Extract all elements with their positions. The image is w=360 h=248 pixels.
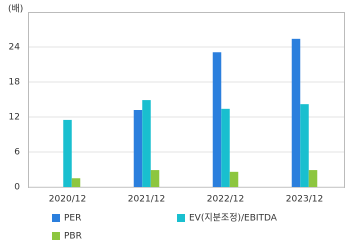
bar bbox=[229, 171, 239, 187]
legend-swatch bbox=[52, 214, 60, 222]
bar bbox=[291, 38, 301, 188]
y-tick-label: 0 bbox=[14, 183, 20, 193]
bar bbox=[300, 104, 309, 187]
bar bbox=[221, 108, 230, 187]
bar bbox=[142, 100, 151, 187]
legend-swatch bbox=[177, 214, 185, 222]
x-tick-label: 2023/12 bbox=[286, 195, 323, 205]
bar bbox=[308, 170, 318, 187]
bar bbox=[150, 170, 160, 187]
y-tick-label: 24 bbox=[9, 43, 21, 53]
bar bbox=[133, 110, 143, 187]
legend-label: EV(지분조정)/EBITDA bbox=[189, 213, 278, 224]
x-tick-label: 2022/12 bbox=[207, 195, 244, 205]
bar bbox=[63, 119, 72, 187]
legend-swatch bbox=[52, 232, 60, 240]
x-tick-label: 2020/12 bbox=[49, 195, 86, 205]
bar bbox=[212, 52, 222, 187]
legend-label: PER bbox=[64, 214, 81, 224]
unit-label: (배) bbox=[8, 4, 23, 15]
bar bbox=[71, 178, 81, 187]
legend-label: PBR bbox=[64, 232, 82, 242]
y-tick-label: 12 bbox=[9, 113, 20, 123]
x-tick-label: 2021/12 bbox=[128, 195, 165, 205]
y-tick-label: 18 bbox=[9, 78, 21, 88]
y-tick-label: 6 bbox=[14, 148, 20, 158]
